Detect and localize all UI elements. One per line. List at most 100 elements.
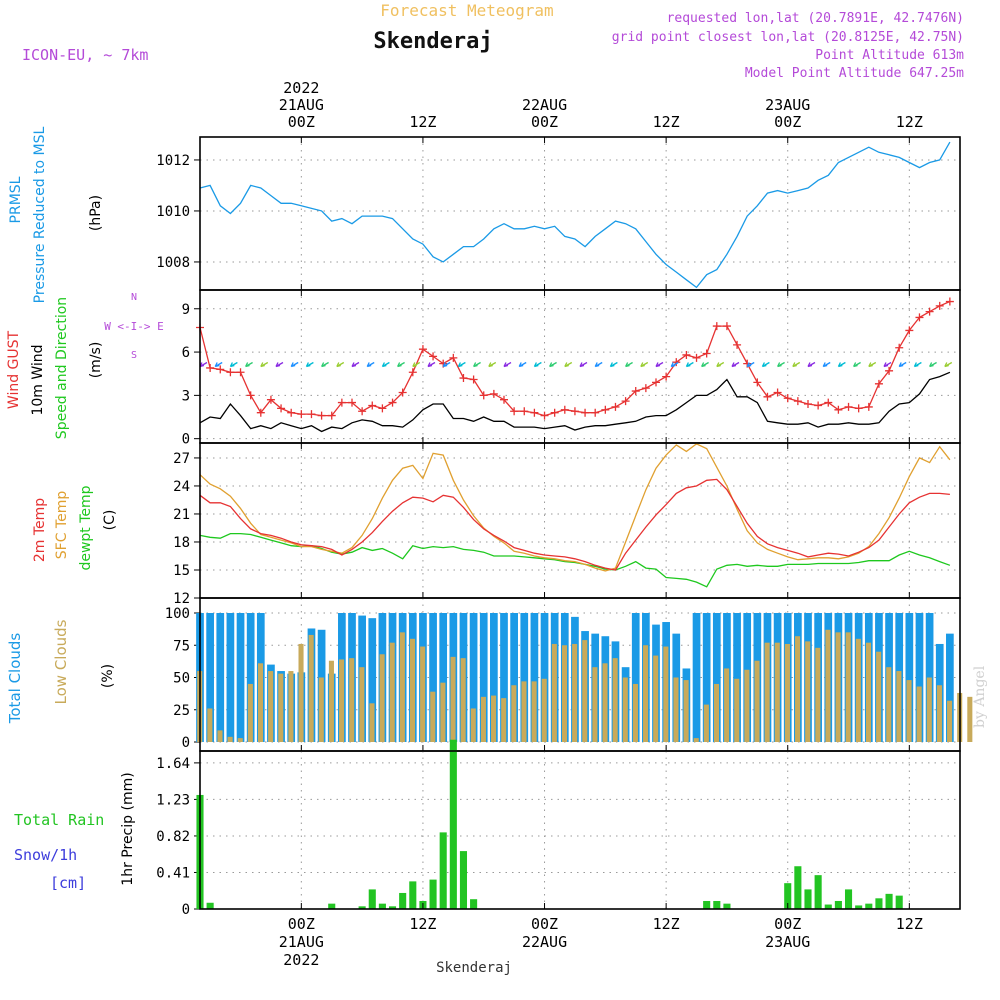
wind-gust-marker <box>216 365 225 374</box>
wind-unit-label: (m/s) <box>88 342 104 379</box>
wind-gust-marker <box>682 350 691 359</box>
bottom-time-label: 23AUG <box>765 933 810 951</box>
top-time-label: 12Z <box>653 113 680 131</box>
top-time-label: 22AUG <box>522 96 567 114</box>
wind-direction-arrow <box>655 361 664 368</box>
temp-2m-label: 2m Temp <box>32 498 48 562</box>
low-cloud-bar <box>855 638 861 742</box>
low-cloud-bar <box>572 643 578 742</box>
wind-gust-marker <box>510 407 519 416</box>
bottom-time-label: 2022 <box>283 951 319 969</box>
low-cloud-bar <box>734 678 740 742</box>
low-cloud-bar <box>602 663 608 742</box>
wind-gust-marker <box>672 358 681 367</box>
low-cloud-bar <box>207 708 213 742</box>
wind-gust-marker <box>307 410 316 419</box>
wind-gust-marker <box>824 398 833 407</box>
precip-bar <box>875 898 883 909</box>
low-cloud-bar <box>430 691 436 742</box>
wind-gust-marker <box>722 322 731 331</box>
temperature-ytick-label: 18 <box>173 535 190 551</box>
precip-bar <box>409 881 417 909</box>
clouds-ytick-label: 75 <box>173 638 190 654</box>
low-cloud-bar <box>521 681 527 742</box>
wind-gust-marker <box>469 375 478 384</box>
precip-bar <box>895 895 903 909</box>
bottom-time-label: 00Z <box>774 915 801 933</box>
total-cloud-bar <box>206 613 214 742</box>
total-cloud-bar <box>702 613 711 742</box>
precip-bar <box>439 832 447 909</box>
total-cloud-bar <box>429 613 437 742</box>
wind-gust-marker <box>844 402 853 411</box>
wind-gust-marker <box>601 405 610 414</box>
wind-gust-marker <box>611 402 620 411</box>
low-cloud-bar <box>328 660 334 742</box>
low-cloud-bar <box>683 680 689 742</box>
wind-direction-arrow <box>822 361 831 368</box>
wind-direction-arrow <box>381 361 390 368</box>
wind-direction-arrow <box>640 361 649 368</box>
wind-gust-marker <box>246 391 255 400</box>
top-time-label: 12Z <box>409 113 436 131</box>
low-cloud-bar <box>754 660 760 742</box>
wind-direction-arrow <box>245 361 253 368</box>
wind-direction-arrow <box>457 361 466 368</box>
low-cloud-bar <box>227 736 233 742</box>
forecast-title: Forecast Meteogram <box>380 1 553 20</box>
wind-direction-arrow <box>792 361 801 368</box>
precip-bar <box>814 875 822 909</box>
wind-gust-marker <box>814 401 823 410</box>
total-cloud-bar <box>236 613 245 742</box>
wind-direction-arrow <box>853 361 861 368</box>
low-cloud-bar <box>926 677 932 742</box>
low-cloud-bar <box>511 685 517 742</box>
temp-unit-label: (C) <box>102 510 118 531</box>
wind-gust-marker <box>652 378 660 387</box>
wind-gust-marker <box>206 363 215 372</box>
precip-bar <box>784 883 792 909</box>
wind-gust-marker <box>500 395 508 404</box>
bottom-time-label: 00Z <box>288 915 315 933</box>
low-cloud-bar <box>835 632 841 742</box>
station-title: Skenderaj <box>373 29 492 54</box>
low-cloud-bar <box>399 632 405 742</box>
low-cloud-bar <box>531 681 537 742</box>
wind-ytick-label: 6 <box>182 345 190 361</box>
wind-gust-marker <box>854 404 863 413</box>
wind-gust-label: Wind GUST <box>6 330 22 409</box>
bottom-time-label: 22AUG <box>522 933 567 951</box>
wind-direction-arrow <box>670 361 679 368</box>
wind-gust-marker <box>631 387 640 396</box>
low-cloud-bar <box>298 643 304 742</box>
precip-ytick-label: 0 <box>182 902 190 918</box>
low-cloud-bar <box>217 730 223 742</box>
wind-direction-arrow <box>746 361 755 368</box>
wind-gust-marker <box>540 411 549 420</box>
wind-direction-arrow <box>199 361 208 368</box>
precip-bar <box>378 903 386 909</box>
wind-gust-marker <box>459 374 468 383</box>
temperature-frame <box>199 442 961 599</box>
precip-bar <box>713 900 721 909</box>
wind-gust-marker <box>287 408 296 417</box>
precip-bar <box>703 900 711 909</box>
total-cloud-bar <box>540 613 549 742</box>
wind-direction-arrow <box>868 361 877 368</box>
wind-gust-marker <box>297 410 306 419</box>
clouds-ytick-label: 50 <box>173 671 190 687</box>
wind-direction-arrow <box>473 361 481 368</box>
wind-direction-arrow <box>716 361 725 368</box>
pressure-sub-label: Pressure Reduced to MSL <box>32 126 48 303</box>
low-cloud-bar <box>825 629 831 742</box>
footer-station: Skenderaj <box>436 960 512 976</box>
precip-bar <box>804 889 812 909</box>
compass-s: S <box>131 350 137 361</box>
low-cloud-bar <box>389 642 395 742</box>
wind-gust-marker <box>418 345 427 354</box>
wind-gust-marker <box>236 368 245 377</box>
low-cloud-bar <box>622 677 628 742</box>
low-cloud-bar <box>784 643 790 742</box>
wind-direction-arrow <box>533 361 542 368</box>
precip-bar <box>449 739 457 909</box>
